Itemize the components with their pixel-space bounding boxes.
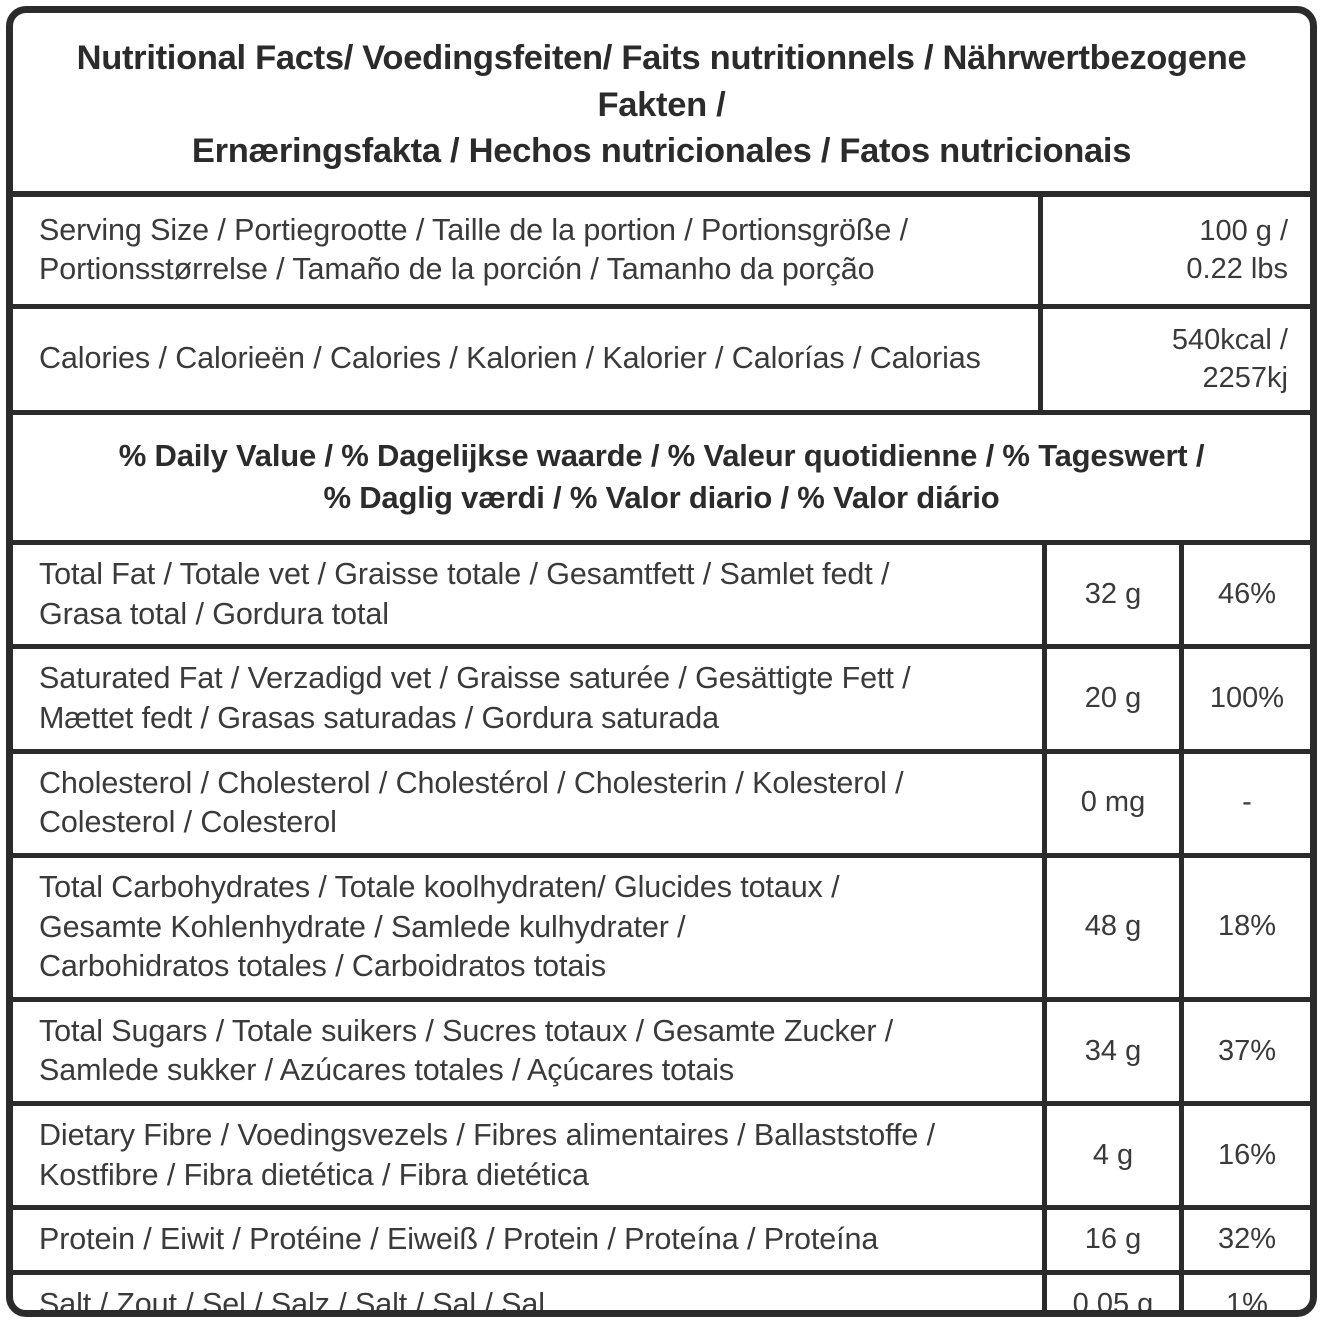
calories-label: Calories / Calorieën / Calories / Kalori… bbox=[39, 341, 981, 376]
nutrient-daily-value: 37% bbox=[1179, 1001, 1310, 1102]
nutrient-label: Salt / Zout / Sel / Salz / Salt / Sal / … bbox=[39, 1287, 545, 1317]
nutrient-daily-value: 18% bbox=[1179, 857, 1310, 997]
nutrient-row-cholesterol: Cholesterol / Cholesterol / Cholestérol … bbox=[13, 753, 1310, 858]
nutrient-amount: 16 g bbox=[1042, 1210, 1179, 1270]
nutrient-label: Cholesterol / Cholesterol / Cholestérol … bbox=[39, 765, 904, 840]
nutrient-label: Protein / Eiwit / Protéine / Eiweiß / Pr… bbox=[39, 1222, 879, 1257]
nutrient-label: Dietary Fibre / Voedingsvezels / Fibres … bbox=[39, 1118, 935, 1192]
nutrient-label: Total Fat / Totale vet / Graisse totale … bbox=[39, 557, 890, 631]
nutrient-daily-value: - bbox=[1179, 753, 1310, 853]
label-title-line-1: Nutritional Facts/ Voedingsfeiten/ Faits… bbox=[76, 39, 1247, 124]
nutrient-row-total-sugars: Total Sugars / Totale suikers / Sucres t… bbox=[13, 1001, 1310, 1107]
daily-value-header-line-1: % Daily Value / % Dagelijkse waarde / % … bbox=[118, 437, 1205, 473]
nutrient-row-dietary-fibre: Dietary Fibre / Voedingsvezels / Fibres … bbox=[13, 1106, 1310, 1211]
nutrient-daily-value: 46% bbox=[1179, 545, 1310, 645]
calories-row: Calories / Calorieën / Calories / Kalori… bbox=[13, 308, 1310, 415]
nutrient-daily-value: 100% bbox=[1179, 649, 1310, 749]
daily-value-header-line-2: % Daglig værdi / % Valor diario / % Valo… bbox=[323, 480, 1000, 516]
nutrient-daily-value: 16% bbox=[1179, 1106, 1310, 1206]
daily-value-header: % Daily Value / % Dagelijkse waarde / % … bbox=[13, 415, 1310, 546]
nutrient-daily-value: 32% bbox=[1179, 1210, 1310, 1270]
nutrient-row-total-carbohydrates: Total Carbohydrates / Totale koolhydrate… bbox=[13, 857, 1310, 1002]
nutrient-amount: 32 g bbox=[1042, 545, 1179, 645]
nutrient-daily-value: 1% bbox=[1179, 1275, 1310, 1310]
nutrient-amount: 20 g bbox=[1042, 649, 1179, 749]
nutrient-amount: 0.05 g bbox=[1042, 1275, 1179, 1310]
nutrient-amount: 34 g bbox=[1042, 1001, 1179, 1102]
serving-size-label: Serving Size / Portiegrootte / Taille de… bbox=[39, 212, 909, 287]
nutrient-amount: 0 mg bbox=[1042, 753, 1179, 853]
nutrition-facts-label: Nutritional Facts/ Voedingsfeiten/ Faits… bbox=[6, 6, 1317, 1317]
nutrient-label: Total Carbohydrates / Totale koolhydrate… bbox=[39, 869, 840, 984]
nutrient-row-saturated-fat: Saturated Fat / Verzadigd vet / Graisse … bbox=[13, 649, 1310, 754]
nutrient-label: Total Sugars / Totale suikers / Sucres t… bbox=[39, 1013, 894, 1088]
serving-size-row: Serving Size / Portiegrootte / Taille de… bbox=[13, 196, 1310, 309]
calories-value: 540kcal / 2257kj bbox=[1038, 308, 1310, 410]
nutrient-row-total-fat: Total Fat / Totale vet / Graisse totale … bbox=[13, 545, 1310, 650]
nutrient-row-protein: Protein / Eiwit / Protéine / Eiweiß / Pr… bbox=[13, 1210, 1310, 1275]
nutrient-amount: 48 g bbox=[1042, 857, 1179, 997]
nutrient-label: Saturated Fat / Verzadigd vet / Graisse … bbox=[39, 661, 911, 735]
serving-size-value: 100 g / 0.22 lbs bbox=[1038, 196, 1310, 304]
label-title: Nutritional Facts/ Voedingsfeiten/ Faits… bbox=[13, 13, 1310, 197]
nutrient-row-salt: Salt / Zout / Sel / Salz / Salt / Sal / … bbox=[13, 1275, 1310, 1317]
label-title-line-2: Ernæringsfakta / Hechos nutricionales / … bbox=[191, 132, 1132, 171]
nutrient-amount: 4 g bbox=[1042, 1106, 1179, 1206]
